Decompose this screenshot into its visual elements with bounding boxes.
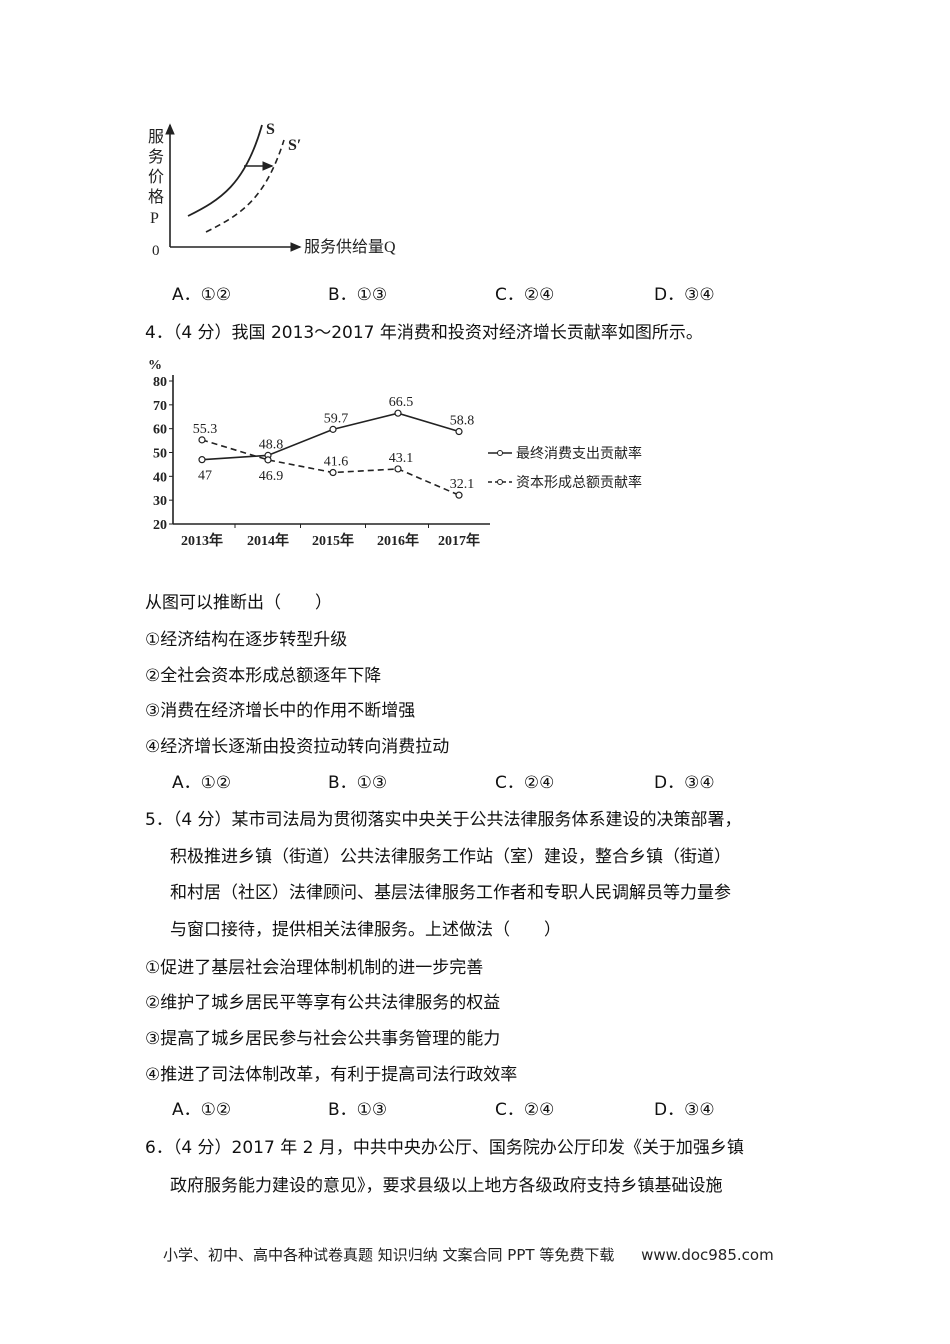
data-label: 48.8 — [259, 437, 284, 452]
q4-option-c[interactable]: C．②④ — [495, 773, 555, 793]
data-label: 59.7 — [324, 411, 349, 426]
x-tick-label: 2016年 — [377, 532, 419, 549]
y-tick-label: 30 — [153, 494, 167, 509]
q4-item-4: ④经济增长逐渐由投资拉动转向消费拉动 — [145, 737, 450, 757]
data-point — [198, 436, 206, 444]
data-label: 58.8 — [450, 414, 475, 429]
data-label: 43.1 — [389, 451, 414, 466]
x-tick-label: 2013年 — [181, 532, 223, 549]
data-point — [455, 491, 463, 499]
x-tick-label: 2015年 — [312, 532, 354, 549]
curve-s-prime-label: S′ — [288, 137, 301, 154]
legend-capital: 资本形成总额贡献率 — [516, 474, 642, 491]
origin-label: 0 — [152, 243, 160, 259]
data-label: 47 — [198, 469, 212, 484]
q5-item-2: ②维护了城乡居民平等享有公共法律服务的权益 — [145, 993, 501, 1013]
q5-option-b[interactable]: B．①③ — [328, 1100, 388, 1120]
q3-option-c[interactable]: C．②④ — [495, 285, 555, 305]
data-label: 46.9 — [259, 469, 284, 484]
y-tick-label: 20 — [153, 518, 167, 533]
q4-stem: 4．（4 分）我国 2013～2017 年消费和投资对经济增长贡献率如图所示。 — [145, 323, 703, 343]
q5-stem-line-3: 和村居（社区）法律顾问、基层法律服务工作者和专职人民调解员等力量参 — [170, 883, 731, 903]
y-label-4: 格 — [148, 188, 164, 206]
x-tick-label: 2014年 — [247, 532, 289, 549]
x-tick-label: 2017年 — [438, 532, 480, 549]
q4-option-d[interactable]: D．③④ — [654, 773, 715, 793]
q3-option-a[interactable]: A．①② — [172, 285, 232, 305]
y-tick-label: 80 — [153, 375, 167, 390]
y-tick-label: 60 — [153, 423, 167, 438]
y-tick-label: 70 — [153, 399, 167, 414]
y-label-1: 服 — [148, 128, 164, 146]
data-point — [264, 456, 272, 464]
data-point — [455, 427, 463, 436]
data-label: 66.5 — [389, 395, 414, 410]
data-label: 41.6 — [324, 455, 349, 470]
data-point — [198, 456, 206, 464]
q4-option-b[interactable]: B．①③ — [328, 773, 388, 793]
legend: 最终消费支出贡献率 资本形成总额贡献率 — [488, 445, 642, 491]
q3-option-b[interactable]: B．①③ — [328, 285, 388, 305]
q3-option-d[interactable]: D．③④ — [654, 285, 715, 305]
contribution-line-chart: % 80 70 60 50 40 30 20 2013年 2014年 2015年 2016年 201… — [148, 358, 642, 549]
q4-option-a[interactable]: A．①② — [172, 773, 232, 793]
q5-option-d[interactable]: D．③④ — [654, 1100, 715, 1120]
data-point — [329, 425, 337, 433]
q5-item-3: ③提高了城乡居民参与社会公共事务管理的能力 — [145, 1029, 501, 1049]
supply-curve-s-prime — [205, 139, 285, 233]
q5-stem-line-2: 积极推进乡镇（街道）公共法律服务工作站（室）建设，整合乡镇（街道） — [170, 847, 731, 867]
footer-text: 小学、初中、高中各种试卷真题 知识归纳 文案合同 PPT 等免费下载 — [163, 1246, 615, 1264]
q6-stem-line-2: 政府服务能力建设的意见》，要求县级以上地方各级政府支持乡镇基础设施 — [170, 1176, 723, 1196]
q4-item-2: ②全社会资本形成总额逐年下降 — [145, 666, 382, 686]
y-label-3: 价 — [148, 169, 164, 186]
q4-item-1: ①经济结构在逐步转型升级 — [145, 630, 348, 650]
q5-option-a[interactable]: A．①② — [172, 1100, 232, 1120]
y-tick-label: 40 — [153, 470, 167, 485]
q5-item-4: ④推进了司法体制改革，有利于提高司法行政效率 — [145, 1065, 518, 1085]
supply-curve-diagram: 服 务 价 格 P 0 服务供给量Q S S′ — [148, 121, 396, 259]
y-label-2: 务 — [148, 148, 164, 166]
data-label: 32.1 — [450, 477, 475, 492]
supply-curve-s — [187, 124, 263, 217]
y-unit-label: % — [148, 358, 162, 373]
data-point — [329, 468, 337, 477]
q6-stem-line-1: 6．（4 分）2017 年 2 月，中共中央办公厅、国务院办公厅印发《关于加强乡… — [145, 1138, 744, 1158]
q5-stem-line-4: 与窗口接待，提供相关法律服务。上述做法（ ） — [170, 920, 561, 940]
data-point — [394, 465, 402, 473]
footer-url[interactable]: www.doc985.com — [641, 1246, 774, 1264]
data-label: 55.3 — [193, 422, 218, 437]
x-axis-label: 服务供给量Q — [304, 238, 396, 256]
curve-s-label: S — [266, 121, 275, 138]
q5-item-1: ①促进了基层社会治理体制机制的进一步完善 — [145, 958, 484, 978]
data-point — [394, 409, 402, 417]
q5-option-c[interactable]: C．②④ — [495, 1100, 555, 1120]
q5-stem-line-1: 5．（4 分）某市司法局为贯彻落实中央关于公共法律服务体系建设的决策部署， — [145, 810, 742, 830]
legend-consumption: 最终消费支出贡献率 — [516, 445, 642, 462]
q4-prompt: 从图可以推断出（ ） — [145, 593, 332, 613]
footer: 小学、初中、高中各种试卷真题 知识归纳 文案合同 PPT 等免费下载 www.d… — [163, 1244, 774, 1265]
y-tick-label: 50 — [153, 447, 167, 462]
y-label-5: P — [150, 210, 159, 227]
q4-item-3: ③消费在经济增长中的作用不断增强 — [145, 701, 416, 721]
